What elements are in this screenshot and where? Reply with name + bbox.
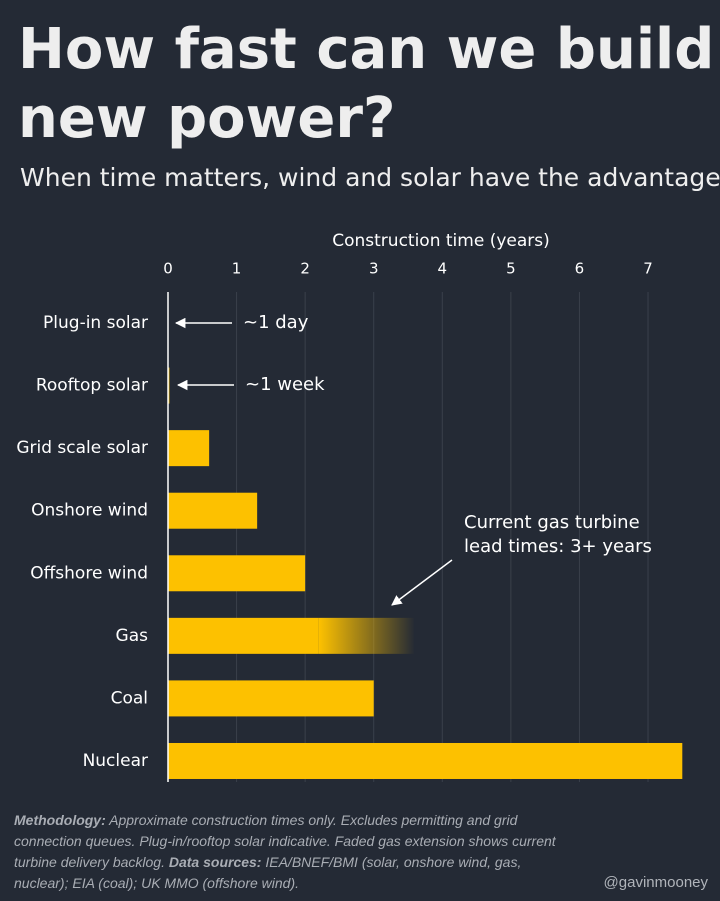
- bar: [168, 680, 374, 717]
- grid: [167, 292, 649, 782]
- y-tick-label: Gas: [116, 626, 149, 646]
- bar: [168, 555, 306, 592]
- bar: [168, 492, 258, 529]
- x-tick-label: 6: [575, 260, 585, 278]
- title-line: new power?: [18, 86, 395, 151]
- annotation: ~1 week: [245, 374, 325, 395]
- x-tick-label: 1: [232, 260, 242, 278]
- bar: [168, 617, 319, 654]
- footnote: Methodology: Approximate construction ti…: [14, 810, 559, 894]
- footnote-text: IEA/BNEF/BMI (solar, onshore wind, gas, …: [14, 854, 522, 891]
- y-tick-label: Coal: [111, 688, 148, 708]
- x-tick-label: 0: [163, 260, 173, 278]
- bar: [168, 742, 683, 779]
- title-line: How fast can we build: [18, 17, 714, 82]
- y-tick-label: Rooftop solar: [36, 376, 148, 396]
- y-tick-label: Plug-in solar: [43, 313, 148, 333]
- bars: [168, 305, 683, 779]
- x-tick-label: 5: [506, 260, 516, 278]
- bar-extension: [318, 617, 415, 654]
- x-tick-label: 7: [643, 260, 653, 278]
- y-tick-label: Onshore wind: [31, 501, 148, 521]
- x-tick-label: 2: [300, 260, 310, 278]
- footnote-label: Methodology:: [14, 812, 106, 828]
- credit: @gavinmooney: [603, 874, 708, 891]
- x-tick-label: 4: [438, 260, 448, 278]
- y-tick-label: Offshore wind: [30, 563, 148, 583]
- annotation: ~1 day: [243, 312, 309, 333]
- bar: [168, 430, 210, 467]
- annotation: Current gas turbine: [464, 512, 640, 533]
- x-tick-label: 3: [369, 260, 379, 278]
- subtitle: When time matters, wind and solar have t…: [20, 163, 720, 192]
- arrow: [391, 559, 453, 606]
- y-tick-label: Nuclear: [83, 751, 148, 771]
- annotation: lead times: 3+ years: [464, 536, 652, 557]
- footnote-text: Approximate construction times only. Exc…: [14, 812, 556, 870]
- footnote-label: Data sources:: [168, 854, 262, 870]
- x-axis-title: Construction time (years): [332, 231, 550, 251]
- y-tick-label: Grid scale solar: [16, 438, 148, 458]
